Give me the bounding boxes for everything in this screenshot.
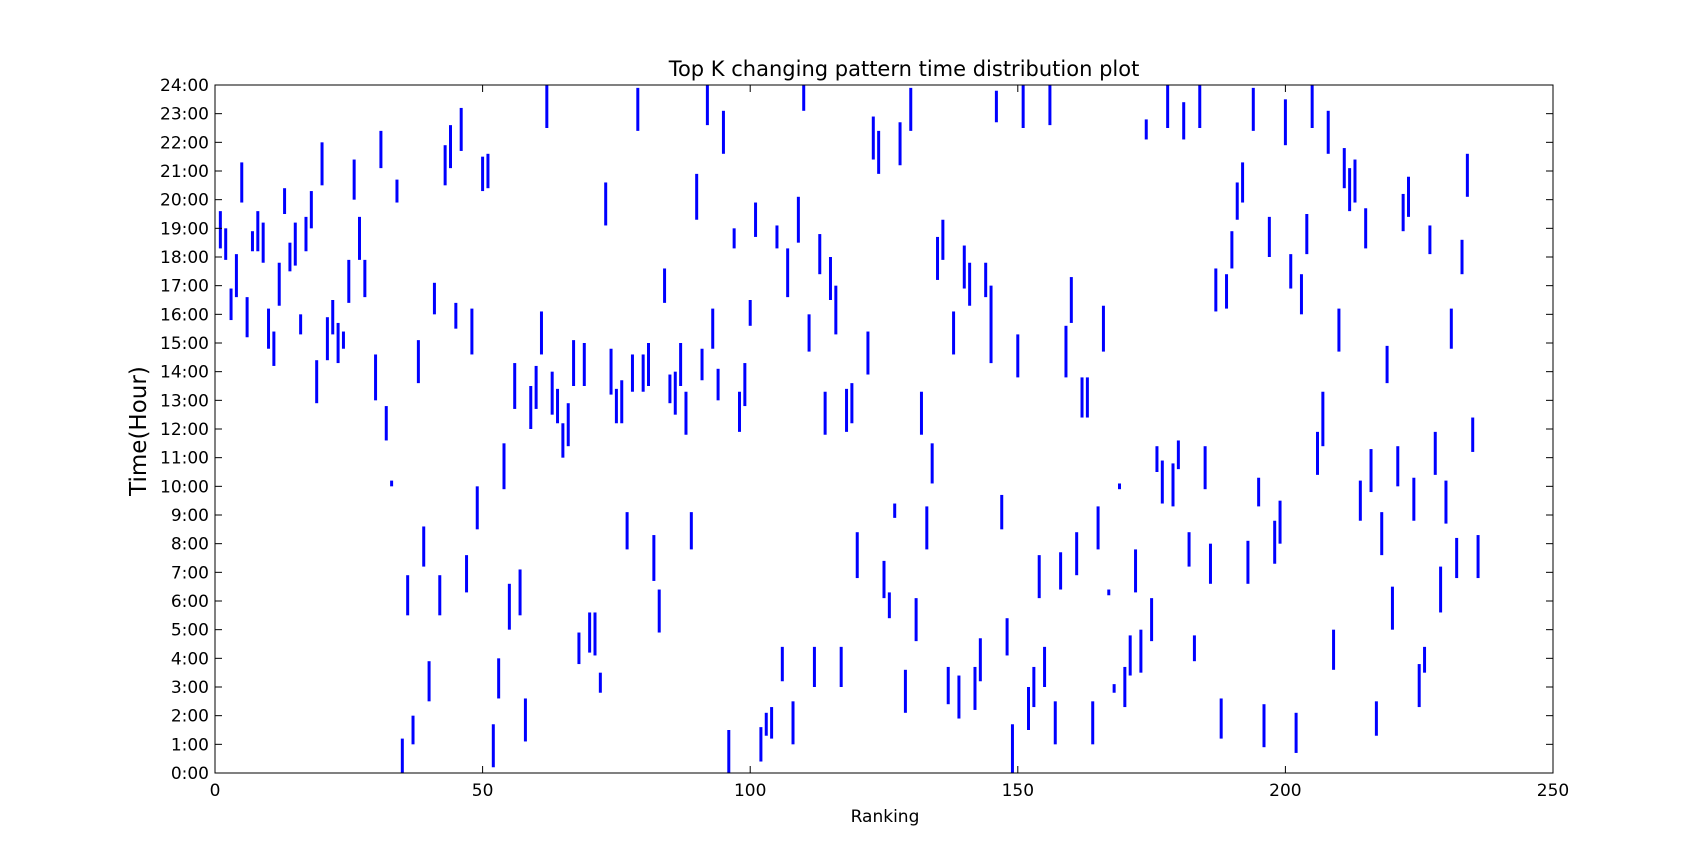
y-tick-label: 18:00 [160, 248, 209, 268]
y-tick-label: 3:00 [171, 678, 209, 698]
y-tick-label: 13:00 [160, 391, 209, 411]
x-tick-label: 150 [1002, 781, 1034, 801]
y-tick-label: 24:00 [160, 76, 209, 96]
axis-ticks: 0 50 100 150 200 250 0:00 1:00 2:00 3:00 4:00 5:00 6… [160, 76, 1569, 801]
y-tick-label: 12:00 [160, 420, 209, 440]
x-tick-label: 100 [734, 781, 766, 801]
y-tick-label: 19:00 [160, 219, 209, 239]
y-tick-label: 9:00 [171, 506, 209, 526]
y-tick-label: 14:00 [160, 363, 209, 383]
y-tick-label: 1:00 [171, 735, 209, 755]
y-tick-label: 10:00 [160, 477, 209, 497]
chart-title: Top K changing pattern time distribution… [668, 57, 1140, 81]
y-tick-label: 0:00 [171, 764, 209, 784]
x-axis-label: Ranking [851, 807, 920, 827]
y-tick-label: 8:00 [171, 535, 209, 555]
y-tick-label: 11:00 [160, 449, 209, 469]
y-axis-label: Time(Hour) [126, 366, 152, 497]
y-tick-label: 2:00 [171, 707, 209, 727]
x-tick-label: 250 [1537, 781, 1569, 801]
x-tick-label: 50 [472, 781, 494, 801]
y-tick-label: 6:00 [171, 592, 209, 612]
y-tick-label: 7:00 [171, 563, 209, 583]
x-tick-label: 200 [1269, 781, 1301, 801]
y-tick-label: 20:00 [160, 191, 209, 211]
data-segments [218, 85, 1480, 773]
y-tick-label: 21:00 [160, 162, 209, 182]
y-tick-label: 17:00 [160, 277, 209, 297]
y-tick-label: 4:00 [171, 649, 209, 669]
x-tick-label: 0 [210, 781, 221, 801]
y-tick-label: 22:00 [160, 133, 209, 153]
y-tick-label: 23:00 [160, 105, 209, 125]
plot-area-frame [214, 84, 1554, 774]
y-tick-label: 5:00 [171, 621, 209, 641]
y-tick-label: 15:00 [160, 334, 209, 354]
y-tick-label: 16:00 [160, 305, 209, 325]
